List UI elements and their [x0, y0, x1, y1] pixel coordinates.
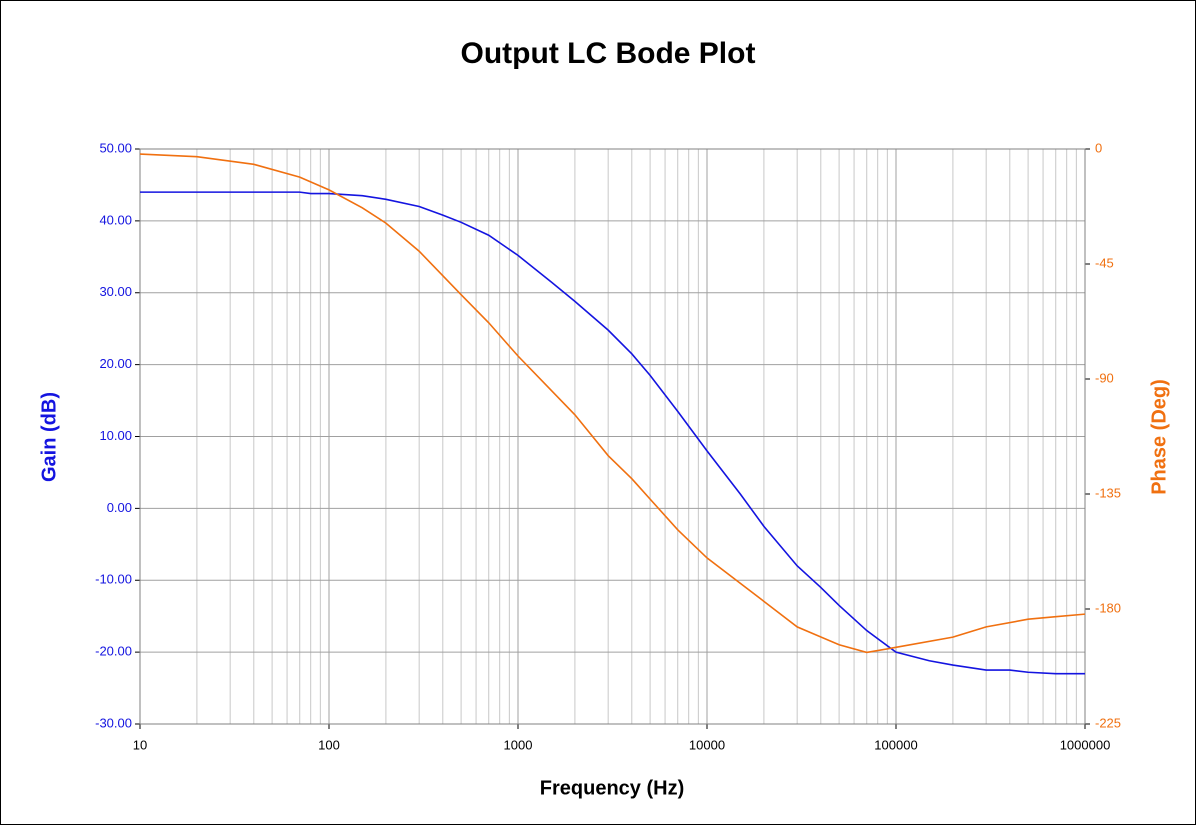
series-line	[140, 191, 1085, 675]
x-tick-label: 10	[133, 737, 147, 752]
y-tick-label: -10.00	[95, 572, 132, 587]
y-axis-title: Gain (dB)	[38, 392, 60, 482]
y-tick-label: 10.00	[99, 428, 132, 443]
y2-axis-title: Phase (Deg)	[1148, 379, 1170, 495]
x-axis-title: Frequency (Hz)	[540, 777, 684, 799]
x-tick-label: 100000	[874, 737, 917, 752]
series-line	[139, 153, 1086, 654]
y-tick-label: 50.00	[99, 140, 132, 155]
y-tick-label: -30.00	[95, 715, 132, 730]
plot-border	[139, 148, 1086, 725]
x-tick-label: 1000000	[1060, 737, 1111, 752]
y-tick-label: 0.00	[107, 500, 132, 515]
y-tick-label: 30.00	[99, 284, 132, 299]
x-tick-label: 1000	[504, 737, 533, 752]
y2-tick-label: -180	[1095, 600, 1121, 615]
y2-tick-label: -135	[1095, 485, 1121, 500]
y-tick-label: -20.00	[95, 644, 132, 659]
x-tick-label: 100	[318, 737, 340, 752]
y2-tick-label: -90	[1095, 370, 1114, 385]
y-tick-label: 20.00	[99, 356, 132, 371]
x-tick-label: 10000	[689, 737, 725, 752]
y2-tick-label: -225	[1095, 715, 1121, 730]
y2-tick-label: 0	[1095, 140, 1102, 155]
y-tick-label: 40.00	[99, 212, 132, 227]
chart-title: Output LC Bode Plot	[461, 37, 756, 70]
y2-tick-label: -45	[1095, 255, 1114, 270]
